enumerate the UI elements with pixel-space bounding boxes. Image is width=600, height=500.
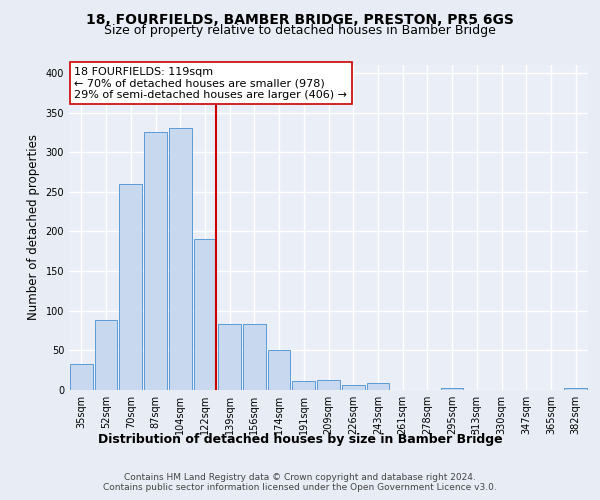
Bar — [119, 184, 142, 390]
Bar — [95, 320, 118, 390]
Bar — [292, 382, 315, 390]
Text: Distribution of detached houses by size in Bamber Bridge: Distribution of detached houses by size … — [98, 432, 502, 446]
Text: 18, FOURFIELDS, BAMBER BRIDGE, PRESTON, PR5 6GS: 18, FOURFIELDS, BAMBER BRIDGE, PRESTON, … — [86, 12, 514, 26]
Bar — [342, 385, 365, 390]
Bar — [194, 240, 216, 390]
Bar — [564, 388, 587, 390]
Y-axis label: Number of detached properties: Number of detached properties — [27, 134, 40, 320]
Bar — [367, 383, 389, 390]
Bar — [268, 350, 290, 390]
Text: Contains HM Land Registry data © Crown copyright and database right 2024.
Contai: Contains HM Land Registry data © Crown c… — [103, 472, 497, 492]
Text: Size of property relative to detached houses in Bamber Bridge: Size of property relative to detached ho… — [104, 24, 496, 37]
Bar — [169, 128, 191, 390]
Bar — [144, 132, 167, 390]
Bar — [218, 324, 241, 390]
Bar — [441, 388, 463, 390]
Text: 18 FOURFIELDS: 119sqm
← 70% of detached houses are smaller (978)
29% of semi-det: 18 FOURFIELDS: 119sqm ← 70% of detached … — [74, 66, 347, 100]
Bar — [70, 364, 93, 390]
Bar — [317, 380, 340, 390]
Bar — [243, 324, 266, 390]
